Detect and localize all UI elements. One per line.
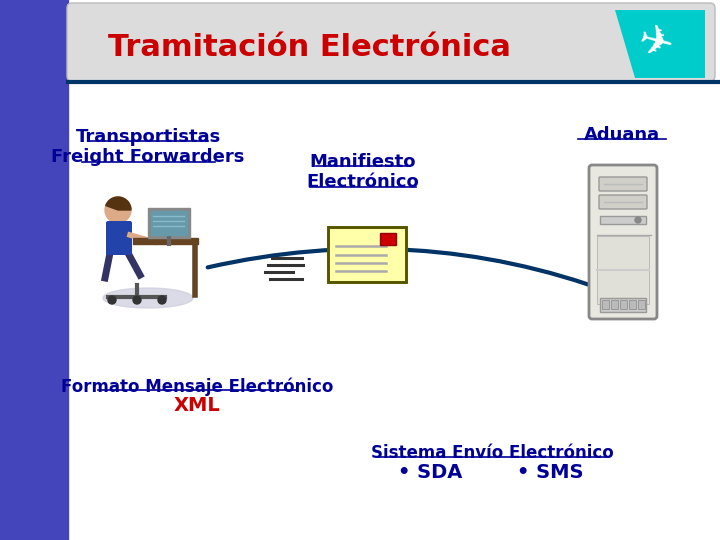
Bar <box>600 216 646 224</box>
Bar <box>328 227 406 282</box>
Circle shape <box>108 296 116 304</box>
Circle shape <box>133 296 141 304</box>
Wedge shape <box>106 197 131 210</box>
FancyArrowPatch shape <box>207 249 611 294</box>
Bar <box>629 300 636 309</box>
Text: Manifiesto: Manifiesto <box>310 153 416 171</box>
Text: Tramitación Electrónica: Tramitación Electrónica <box>108 32 511 62</box>
Bar <box>148 208 190 238</box>
FancyBboxPatch shape <box>67 3 715 81</box>
FancyBboxPatch shape <box>589 165 657 319</box>
Ellipse shape <box>103 288 193 308</box>
Text: Transportistas: Transportistas <box>76 128 220 146</box>
Text: Sistema Envío Electrónico: Sistema Envío Electrónico <box>371 444 613 462</box>
Bar <box>620 300 627 309</box>
Text: XML: XML <box>174 396 220 415</box>
Text: Freight Forwarders: Freight Forwarders <box>51 148 245 166</box>
Circle shape <box>158 296 166 304</box>
Bar <box>151 211 187 235</box>
Bar <box>602 300 609 309</box>
Bar <box>611 300 618 309</box>
Text: Aduana: Aduana <box>584 126 660 144</box>
Text: Formato Mensaje Electrónico: Formato Mensaje Electrónico <box>60 377 333 395</box>
Bar <box>328 227 406 282</box>
FancyBboxPatch shape <box>599 177 647 191</box>
Text: ✈: ✈ <box>633 19 678 69</box>
Bar <box>380 233 396 245</box>
FancyBboxPatch shape <box>599 195 647 209</box>
Text: • SMS: • SMS <box>517 463 583 482</box>
Circle shape <box>105 197 131 223</box>
Text: • SDA: • SDA <box>398 463 462 482</box>
Bar <box>638 300 645 309</box>
Bar <box>0 0 68 540</box>
Bar <box>133 238 198 244</box>
Polygon shape <box>615 10 705 78</box>
Bar <box>597 236 649 304</box>
Bar <box>600 298 646 312</box>
Circle shape <box>635 217 641 223</box>
FancyBboxPatch shape <box>106 221 132 255</box>
Text: Electrónico: Electrónico <box>307 173 419 191</box>
